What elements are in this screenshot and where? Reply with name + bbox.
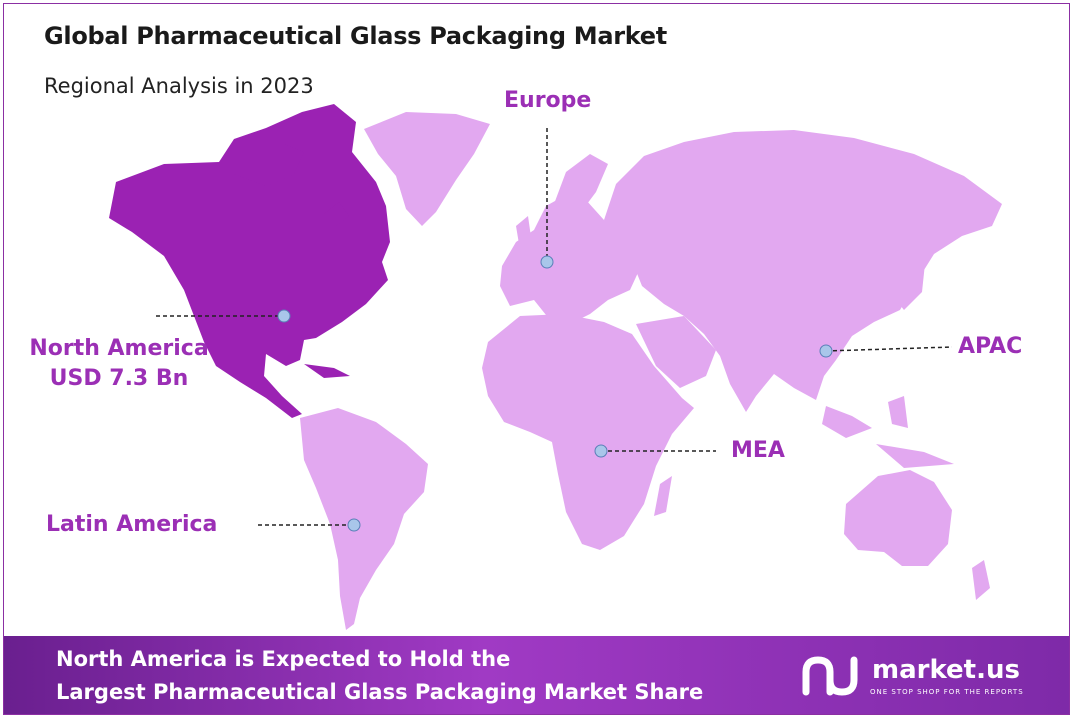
cuba-shape	[304, 364, 350, 378]
apac-leader-line	[825, 346, 953, 352]
page-subtitle: Regional Analysis in 2023	[44, 74, 314, 98]
world-map	[109, 104, 1002, 630]
mea-marker[interactable]	[594, 444, 608, 458]
banner-line-1: North America is Expected to Hold the	[56, 647, 511, 671]
europe-label: Europe	[504, 88, 592, 113]
north-america-shape[interactable]	[109, 104, 390, 418]
arabia-shape	[636, 316, 716, 388]
apac-shape[interactable]	[604, 130, 1002, 412]
latin-america-shape[interactable]	[300, 408, 428, 630]
logo-tagline: ONE STOP SHOP FOR THE REPORTS	[870, 688, 1024, 696]
north-america-marker[interactable]	[277, 309, 291, 323]
latin-america-marker[interactable]	[347, 518, 361, 532]
banner-line-2: Largest Pharmaceutical Glass Packaging M…	[56, 680, 704, 704]
infographic-frame: Global Pharmaceutical Glass Packaging Ma…	[3, 3, 1070, 715]
apac-marker[interactable]	[819, 344, 833, 358]
madagascar-shape	[654, 476, 672, 516]
latin-america-label: Latin America	[46, 512, 218, 537]
north-america-label: North America	[29, 336, 209, 361]
greenland-shape	[364, 112, 490, 226]
north-america-callout: North America USD 7.3 Bn	[24, 334, 214, 394]
canada-islands-shape	[234, 144, 349, 226]
page-title: Global Pharmaceutical Glass Packaging Ma…	[44, 22, 667, 50]
apac-label: APAC	[958, 334, 1023, 359]
mea-label: MEA	[731, 438, 785, 463]
market-us-logo-icon	[802, 656, 858, 696]
footer-banner	[4, 636, 1069, 714]
mea-shape[interactable]	[482, 314, 694, 550]
europe-marker[interactable]	[540, 255, 554, 269]
scandinavia-shape	[554, 154, 608, 216]
se-asia-islands-shape	[822, 396, 954, 468]
australia-shape	[844, 470, 952, 566]
logo-wordmark: market.us	[872, 655, 1020, 685]
europe-shape[interactable]	[500, 196, 642, 324]
north-america-value: USD 7.3 Bn	[49, 366, 189, 391]
uk-shape	[516, 216, 532, 250]
new-zealand-shape	[972, 560, 990, 600]
japan-shape	[896, 254, 926, 310]
